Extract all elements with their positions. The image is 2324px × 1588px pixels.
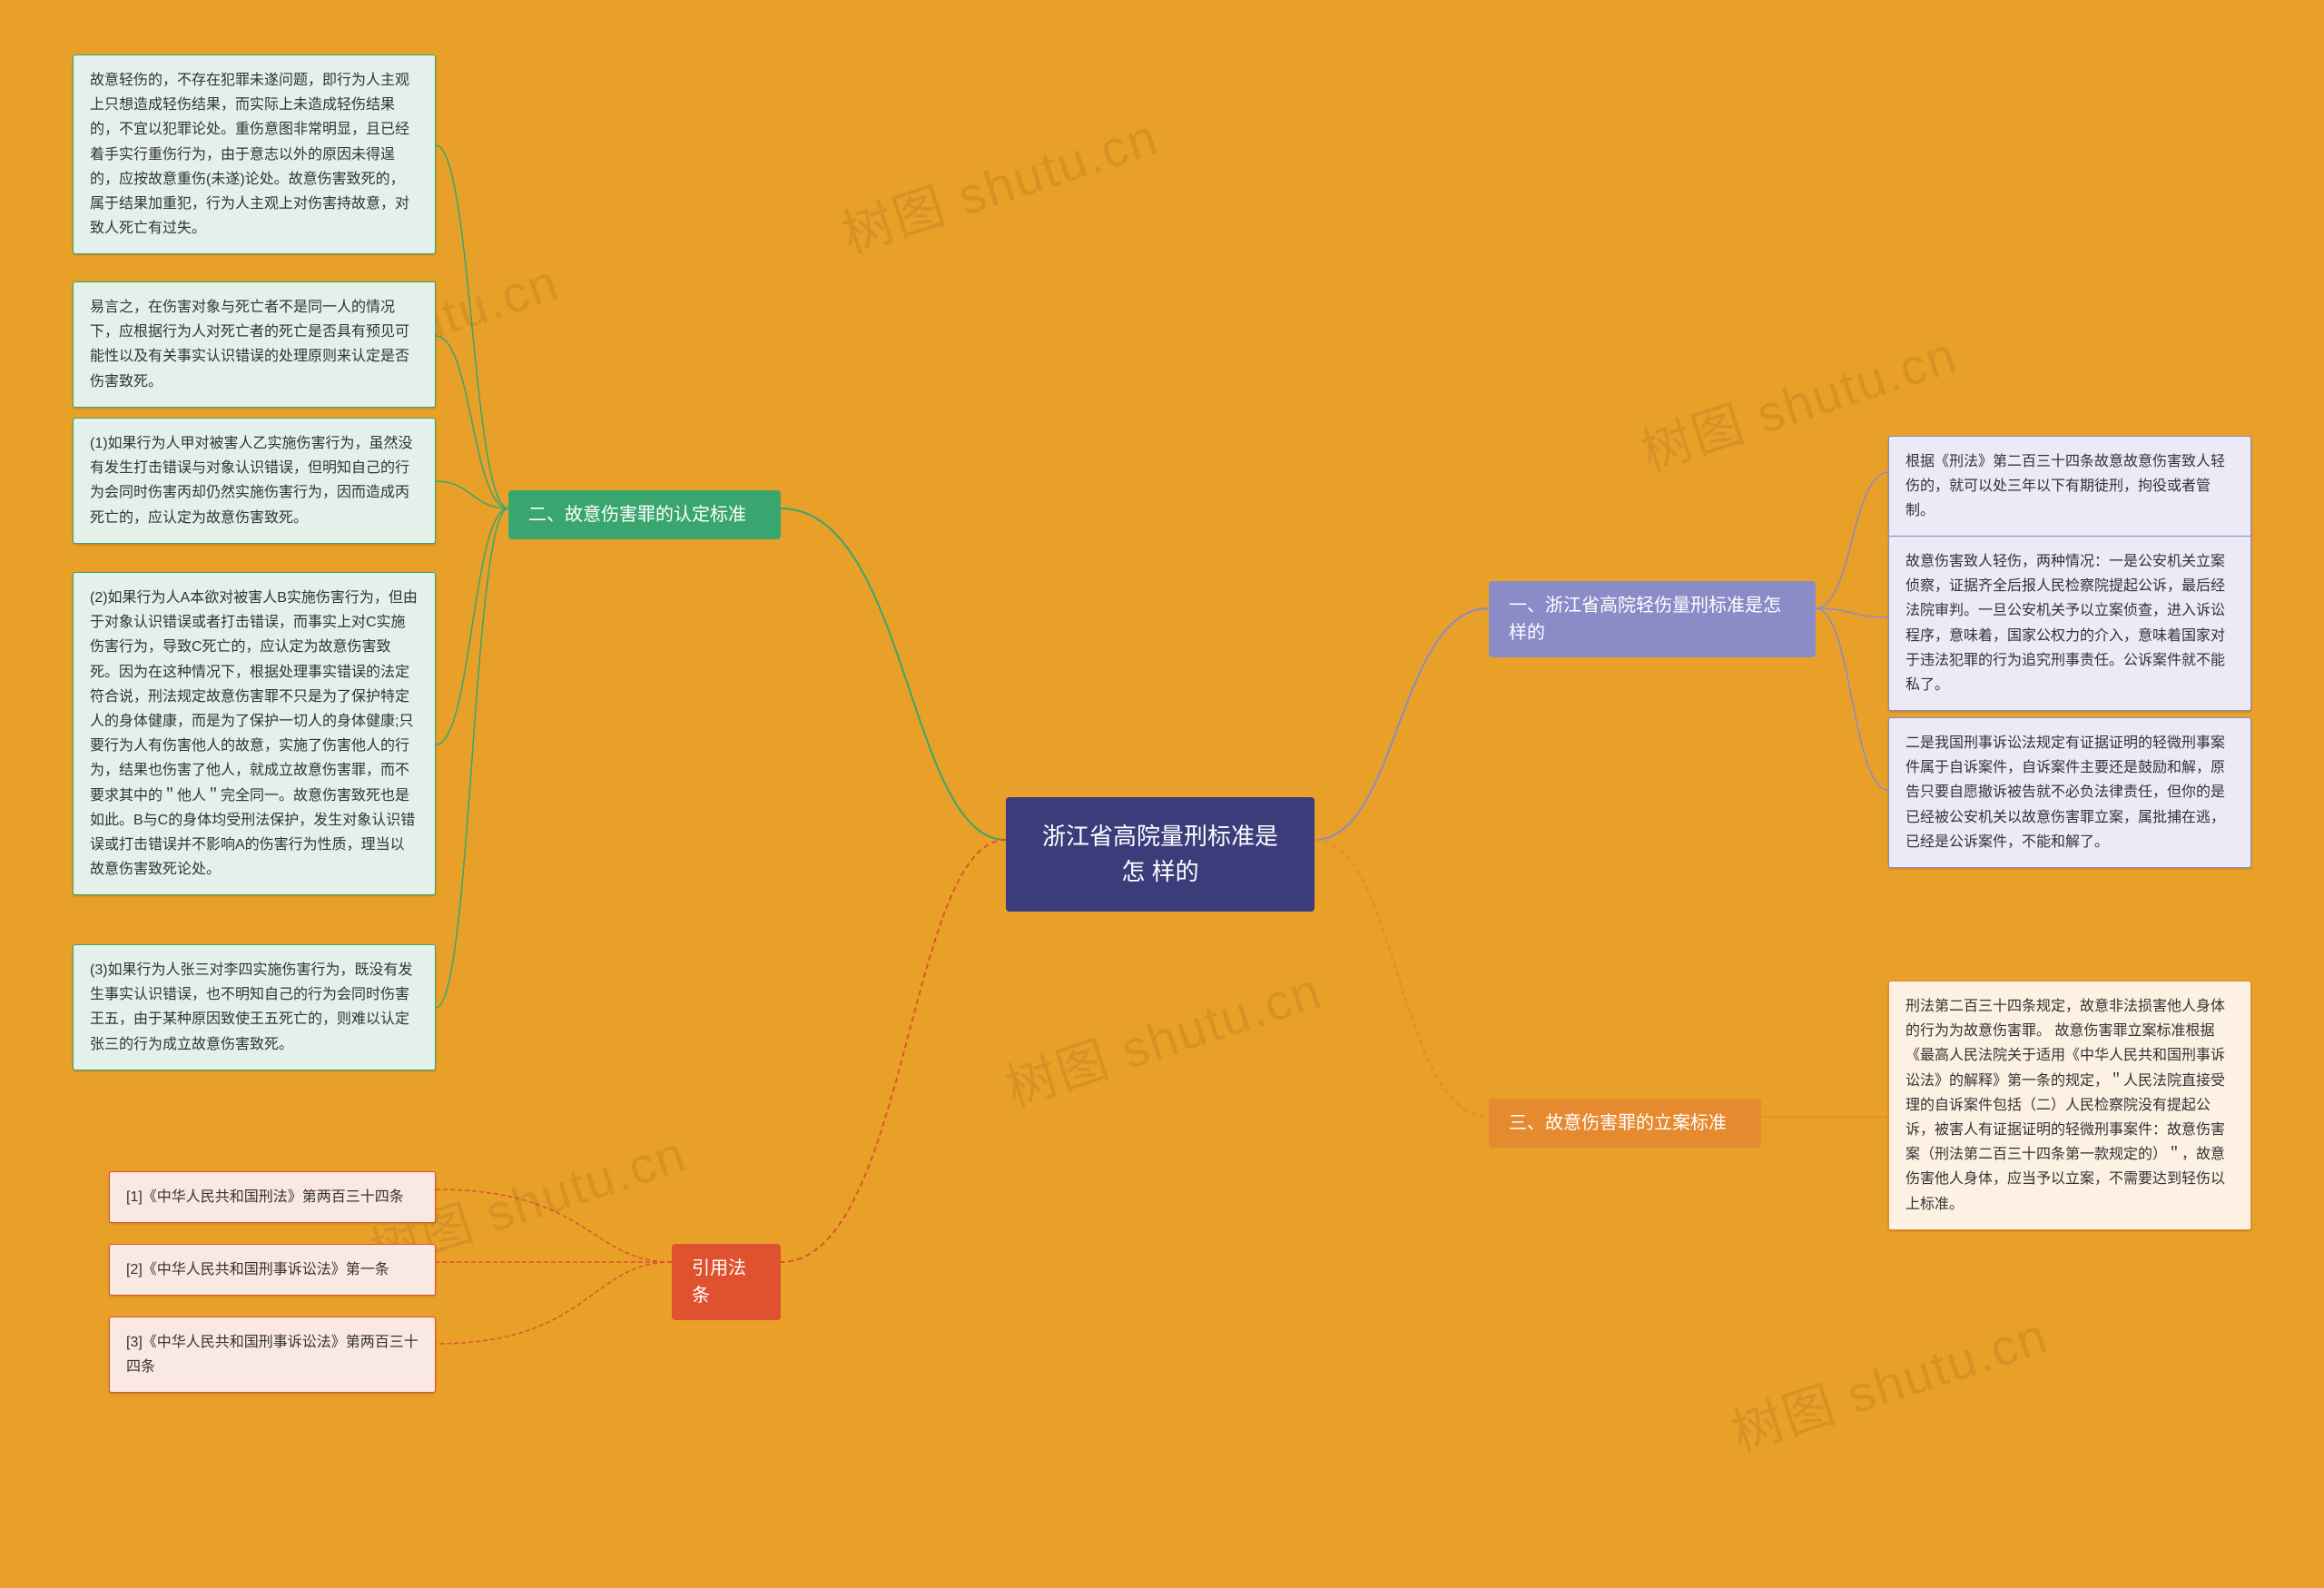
- leaf-section2-3[interactable]: (2)如果行为人A本欲对被害人B实施伤害行为，但由于对象认识错误或者打击错误，而…: [73, 572, 436, 895]
- branch-section1[interactable]: 一、浙江省高院轻伤量刑标准是怎 样的: [1489, 581, 1816, 657]
- branch-refs[interactable]: 引用法条: [672, 1244, 781, 1320]
- leaf-section1-0[interactable]: 根据《刑法》第二百三十四条故意故意伤害致人轻伤的，就可以处三年以下有期徒刑，拘役…: [1888, 436, 2251, 538]
- center-node[interactable]: 浙江省高院量刑标准是怎 样的: [1006, 797, 1315, 912]
- leaf-section1-2[interactable]: 二是我国刑事诉讼法规定有证据证明的轻微刑事案件属于自诉案件，自诉案件主要还是鼓励…: [1888, 717, 2251, 868]
- leaf-section2-4[interactable]: (3)如果行为人张三对李四实施伤害行为，既没有发生事实认识错误，也不明知自己的行…: [73, 944, 436, 1070]
- watermark: 树图 shutu.cn: [832, 96, 1167, 268]
- branch-section2[interactable]: 二、故意伤害罪的认定标准: [508, 490, 781, 539]
- leaf-section2-0[interactable]: 故意轻伤的，不存在犯罪未遂问题，即行为人主观上只想造成轻伤结果，而实际上未造成轻…: [73, 54, 436, 254]
- branch-section3[interactable]: 三、故意伤害罪的立案标准: [1489, 1099, 1761, 1148]
- leaf-section3-0[interactable]: 刑法第二百三十四条规定，故意非法损害他人身体的行为为故意伤害罪。 故意伤害罪立案…: [1888, 981, 2251, 1230]
- watermark: 树图 shutu.cn: [995, 950, 1330, 1121]
- leaf-section1-1[interactable]: 故意伤害致人轻伤，两种情况：一是公安机关立案侦察，证据齐全后报人民检察院提起公诉…: [1888, 536, 2251, 711]
- leaf-section2-1[interactable]: 易言之，在伤害对象与死亡者不是同一人的情况下，应根据行为人对死亡者的死亡是否具有…: [73, 281, 436, 408]
- leaf-section2-2[interactable]: (1)如果行为人甲对被害人乙实施伤害行为，虽然没有发生打击错误与对象认识错误，但…: [73, 418, 436, 544]
- leaf-refs-2[interactable]: [3]《中华人民共和国刑事诉讼法》第两百三十四条: [109, 1317, 436, 1393]
- leaf-refs-0[interactable]: [1]《中华人民共和国刑法》第两百三十四条: [109, 1171, 436, 1223]
- watermark: 树图 shutu.cn: [1721, 1295, 2056, 1466]
- leaf-refs-1[interactable]: [2]《中华人民共和国刑事诉讼法》第一条: [109, 1244, 436, 1296]
